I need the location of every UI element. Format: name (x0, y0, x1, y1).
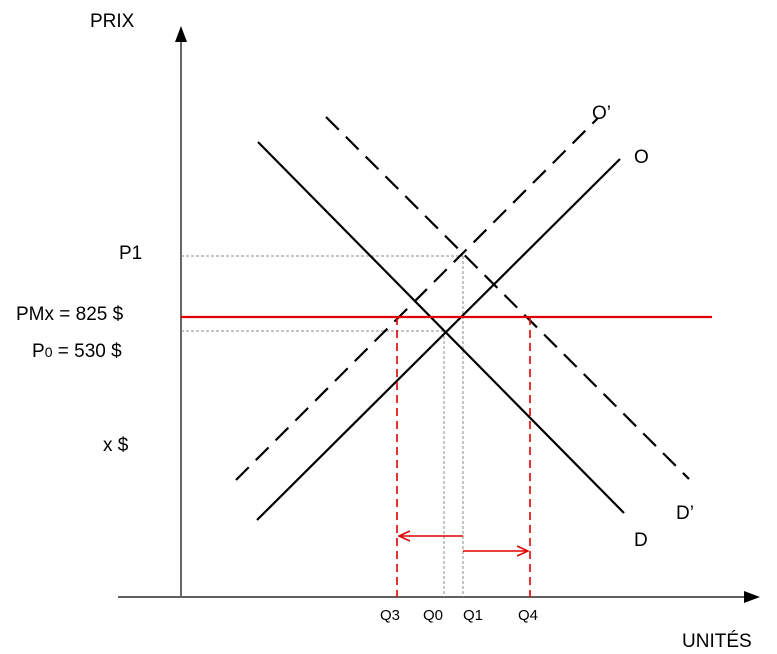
d-prime-label: D’ (676, 503, 694, 524)
o-prime-label: O’ (592, 103, 611, 124)
p1-label: P1 (119, 243, 142, 264)
x-axis-label: UNITÉS (682, 631, 752, 652)
q0-label: Q0 (423, 607, 443, 624)
q4-label: Q4 (518, 607, 538, 624)
p0-label-prefix: P (32, 341, 45, 362)
guide-lines (181, 255, 464, 597)
supply-curve-o-prime (235, 117, 599, 481)
p0-label-suffix: = 530 $ (52, 341, 122, 362)
p0-label: P0 = 530 $ (32, 341, 122, 362)
d-label: D (634, 530, 648, 551)
p0-label-subscript: 0 (45, 344, 53, 360)
q3-label: Q3 (380, 607, 400, 624)
q1-label: Q1 (463, 607, 483, 624)
x-price-label: x $ (103, 435, 129, 456)
o-label: O (634, 147, 649, 168)
demand-curve-d-prime (325, 116, 690, 480)
pmx-label: PMx = 825 $ (16, 304, 124, 325)
x-axis-arrowhead (744, 591, 760, 603)
demand-curve-d (257, 141, 625, 514)
supply-curve-o (256, 158, 621, 521)
y-axis-arrowhead (175, 26, 187, 42)
y-axis-label: PRIX (90, 11, 135, 32)
